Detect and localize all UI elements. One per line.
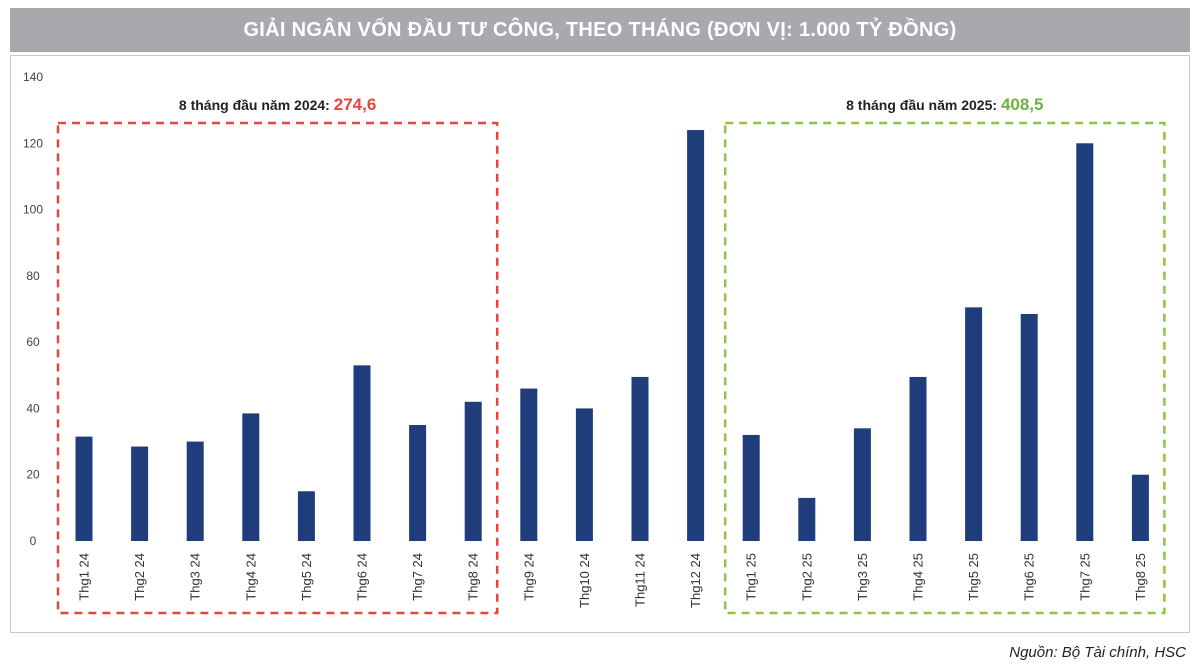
y-tick-label: 120: [23, 136, 43, 150]
bar: [798, 497, 816, 541]
period-box-2025: [723, 121, 1166, 615]
bar: [853, 428, 871, 541]
bar: [631, 376, 649, 541]
x-tick-label: Thg4 25: [911, 553, 926, 601]
bar: [520, 388, 538, 541]
x-tick-label: Thg10 24: [577, 553, 592, 608]
y-tick-label: 140: [23, 70, 43, 84]
x-tick-label: Thg7 25: [1077, 553, 1092, 601]
chart-title: GIẢI NGÂN VỐN ĐẦU TƯ CÔNG, THEO THÁNG (Đ…: [243, 18, 957, 41]
y-tick-label: 40: [26, 401, 40, 415]
bar: [909, 376, 927, 541]
bar: [687, 130, 705, 541]
bar: [965, 307, 983, 541]
bar: [297, 491, 315, 541]
y-tick-label: 100: [23, 203, 43, 217]
bar: [742, 434, 760, 541]
bar: [1020, 313, 1038, 541]
x-tick-label: Thg5 24: [299, 553, 314, 601]
chart-title-bar: GIẢI NGÂN VỐN ĐẦU TƯ CÔNG, THEO THÁNG (Đ…: [10, 8, 1190, 52]
bar: [1131, 474, 1149, 541]
y-tick-label: 20: [26, 468, 40, 482]
x-tick-label: Thg3 24: [188, 553, 203, 601]
x-tick-label: Thg4 24: [243, 553, 258, 601]
bar: [75, 436, 93, 541]
x-tick-label: Thg8 24: [466, 553, 481, 601]
x-tick-label: Thg3 25: [855, 553, 870, 601]
x-tick-label: Thg6 25: [1022, 553, 1037, 601]
bar-chart: 0 20 40 60 80 100 120 140 Thg1 24 Thg2 24 Thg3 24 T…: [23, 70, 1166, 615]
x-tick-label: Thg9 24: [521, 553, 536, 601]
period-box-2024: [56, 121, 499, 615]
y-tick-label: 0: [30, 534, 37, 548]
chart-frame: 0 20 40 60 80 100 120 140 Thg1 24 Thg2 24 Thg3 24 T…: [10, 55, 1190, 633]
bar: [353, 365, 371, 541]
bar: [1076, 143, 1094, 541]
period-total-label: 8 tháng đầu năm 2025: 408,5: [846, 95, 1043, 114]
x-tick-label: Thg6 24: [355, 553, 370, 601]
bar: [409, 425, 427, 541]
x-tick-label: Thg2 24: [132, 553, 147, 601]
y-tick-label: 80: [26, 269, 40, 283]
bar: [575, 408, 593, 541]
period-label-text: 8 tháng đầu năm 2024:: [179, 97, 334, 113]
x-tick-label: Thg12 24: [688, 553, 703, 608]
period-total-value: 274,6: [334, 95, 377, 114]
bar: [186, 441, 204, 541]
x-tick-label: Thg7 24: [410, 553, 425, 601]
x-tick-label: Thg1 25: [744, 553, 759, 601]
y-tick-label: 60: [26, 335, 40, 349]
x-tick-label: Thg8 25: [1133, 553, 1148, 601]
period-total-label: 8 tháng đầu năm 2024: 274,6: [179, 95, 376, 114]
bar: [131, 446, 149, 541]
x-tick-label: Thg11 24: [633, 553, 648, 607]
bar: [242, 413, 260, 541]
x-tick-label: Thg1 24: [77, 553, 92, 601]
x-tick-label: Thg2 25: [799, 553, 814, 601]
period-total-value: 408,5: [1001, 95, 1044, 114]
x-tick-label: Thg5 25: [966, 553, 981, 601]
source-note: Nguồn: Bộ Tài chính, HSC: [1009, 644, 1186, 661]
bar: [464, 401, 482, 541]
period-label-text: 8 tháng đầu năm 2025:: [846, 97, 1001, 113]
